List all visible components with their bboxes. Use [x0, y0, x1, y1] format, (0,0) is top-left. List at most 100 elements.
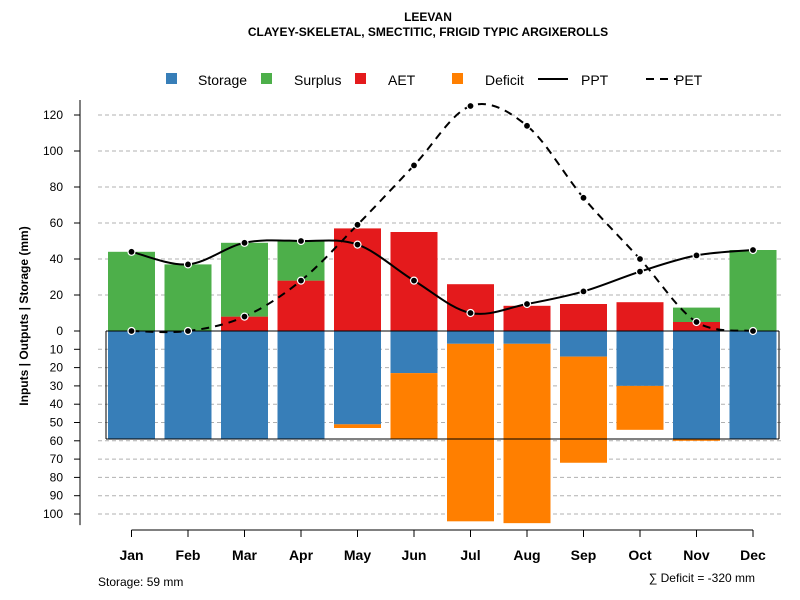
y-tick-label: 50: [50, 416, 64, 430]
deficit-bar: [334, 424, 381, 428]
ppt-point: [522, 299, 532, 309]
x-tick-label: Sep: [571, 547, 597, 563]
y-tick-label: 120: [43, 108, 63, 122]
y-tick-label: 30: [50, 379, 64, 393]
pet-point: [692, 317, 701, 327]
ppt-point: [635, 267, 645, 276]
chart-subtitle: CLAYEY-SKELETAL, SMECTITIC, FRIGID TYPIC…: [248, 25, 608, 39]
x-tick-label: Jul: [460, 547, 480, 563]
x-tick-label: Nov: [683, 547, 710, 563]
ppt-point: [296, 236, 306, 246]
storage-bar: [221, 331, 268, 439]
pet-point: [635, 254, 645, 264]
y-tick-label: 80: [50, 180, 64, 194]
storage-bar: [673, 331, 720, 439]
x-tick-label: May: [344, 547, 371, 563]
y-tick-label: 20: [50, 288, 64, 302]
deficit-bar: [503, 343, 551, 524]
y-axis-label: Inputs | Outputs | Storage (mm): [17, 226, 31, 405]
y-tick-label: 40: [50, 252, 64, 266]
x-tick-label: Aug: [513, 547, 540, 563]
legend-label: PPT: [581, 72, 609, 88]
y-tick-label: 70: [50, 452, 64, 466]
ppt-point: [692, 251, 701, 260]
pet-point: [579, 193, 588, 202]
storage-bar: [277, 331, 325, 439]
ppt-point: [409, 276, 419, 285]
y-tick-label: 0: [56, 324, 63, 338]
legend-swatch: [452, 73, 463, 84]
ppt-point: [183, 260, 193, 269]
pet-point: [409, 161, 419, 170]
pet-point: [183, 326, 193, 336]
y-tick-label: 60: [50, 216, 64, 230]
series-lines: [127, 101, 758, 336]
deficit-bar: [616, 385, 664, 430]
storage-bar: [334, 331, 381, 425]
y-tick-label: 90: [50, 489, 64, 503]
x-tick-label: Dec: [740, 547, 766, 563]
pet-point: [127, 326, 136, 336]
y-tick-label: 60: [50, 434, 64, 448]
deficit-bar: [673, 438, 720, 441]
pet-point: [240, 312, 249, 321]
aet-bar: [616, 302, 664, 331]
ppt-point: [240, 238, 249, 247]
storage-bar: [616, 331, 664, 386]
legend-swatch: [166, 73, 177, 84]
legend-label: PET: [675, 72, 703, 88]
storage-note: Storage: 59 mm: [98, 575, 183, 589]
y-tick-label: 80: [50, 470, 64, 484]
storage-bar: [503, 331, 551, 344]
surplus-bar: [277, 241, 325, 281]
y-tick-label: 100: [43, 507, 63, 521]
ppt-point: [579, 287, 588, 296]
deficit-bar: [447, 343, 494, 522]
y-tick-label: 20: [50, 361, 64, 375]
pet-point: [748, 326, 758, 336]
ppt-point: [748, 245, 758, 255]
x-tick-label: Jun: [402, 547, 427, 563]
pet-point: [353, 220, 362, 229]
x-tick-label: Mar: [232, 547, 257, 563]
y-tick-label: 10: [50, 342, 64, 356]
storage-bar: [164, 331, 212, 439]
aet-bar: [503, 305, 551, 331]
surplus-bar: [729, 250, 777, 331]
chart-title: LEEVAN: [404, 10, 452, 24]
legend-label: AET: [388, 72, 416, 88]
storage-bar: [447, 331, 494, 344]
ppt-point: [466, 308, 475, 318]
aet-bar: [673, 322, 720, 331]
storage-bar: [390, 331, 438, 374]
legend-swatch: [355, 73, 366, 84]
bars: [105, 228, 780, 524]
storage-bar: [729, 331, 777, 439]
pet-point: [296, 276, 306, 285]
y-axis: 0 20 40 60 80 100 120 10 20 30 40 50 60 70 80 90 100: [43, 100, 81, 526]
pet-point: [522, 121, 532, 130]
deficit-note: ∑ Deficit = -320 mm: [649, 571, 755, 585]
legend-swatch: [261, 73, 272, 84]
x-tick-label: Apr: [289, 547, 314, 563]
pet-point: [466, 101, 475, 111]
storage-bar: [560, 331, 607, 357]
ppt-point: [353, 240, 362, 249]
storage-bar: [108, 331, 155, 439]
surplus-bar: [108, 251, 155, 331]
y-tick-label: 100: [43, 144, 63, 158]
legend-label: Deficit: [485, 72, 524, 88]
y-tick-label: 40: [50, 397, 64, 411]
x-tick-label: Oct: [628, 547, 652, 563]
surplus-bar: [164, 264, 212, 331]
legend-label: Storage: [198, 72, 247, 88]
surplus-bar: [221, 242, 268, 317]
deficit-bar: [390, 373, 438, 439]
x-axis: Jan Feb Mar Apr May Jun Jul Aug Sep Oct Nov Dec: [119, 529, 766, 563]
deficit-bar: [560, 356, 607, 463]
legend: Storage Surplus AET Deficit PPT PET: [166, 72, 703, 88]
aet-bar: [277, 280, 325, 331]
gridlines: [98, 114, 782, 515]
aet-bar: [560, 304, 607, 331]
